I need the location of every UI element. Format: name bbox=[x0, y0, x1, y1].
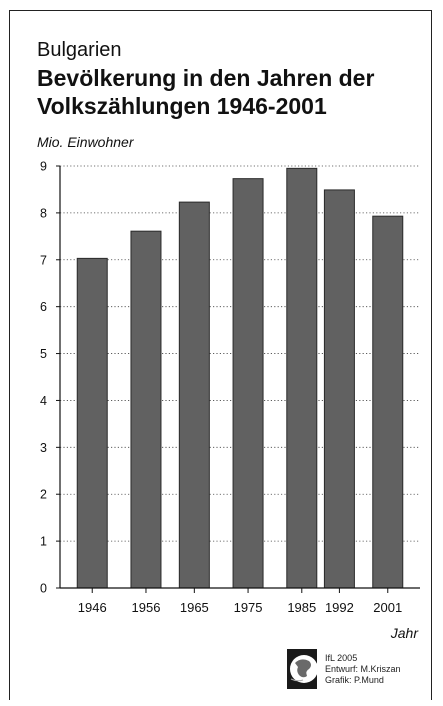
credit-block: IfL 2005 Entwurf: M.Kriszan Grafik: P.Mu… bbox=[287, 649, 401, 689]
x-axis-label: Jahr bbox=[390, 625, 420, 641]
y-tick-label: 6 bbox=[40, 300, 47, 314]
chart-supertitle: Bulgarien bbox=[37, 39, 122, 61]
bar-1965 bbox=[178, 201, 210, 589]
y-tick-label: 0 bbox=[40, 582, 47, 596]
y-tick-label: 8 bbox=[40, 206, 47, 220]
x-tick-label: 2001 bbox=[373, 600, 402, 615]
bar-1985 bbox=[286, 167, 318, 589]
x-tick-label: 1975 bbox=[234, 600, 263, 615]
credit-design: Entwurf: M.Kriszan bbox=[325, 663, 401, 674]
y-tick-label: 1 bbox=[40, 535, 47, 549]
chart-frame bbox=[9, 10, 432, 700]
bar-1992 bbox=[323, 189, 355, 589]
y-tick-label: 5 bbox=[40, 347, 47, 361]
x-tick-labels: 1946 1956 1965 1975 1985 1992 2001 bbox=[78, 600, 402, 615]
globe-logo-icon bbox=[287, 649, 317, 689]
x-tick-label: 1946 bbox=[78, 600, 107, 615]
y-tick-label: 4 bbox=[40, 394, 47, 408]
x-tick-label: 1992 bbox=[325, 600, 354, 615]
bar-1946 bbox=[76, 257, 108, 589]
chart-title: Bevölkerung in den Jahren der Volkszählu… bbox=[37, 65, 375, 119]
bar-1956 bbox=[130, 230, 162, 589]
y-tick-label: 2 bbox=[40, 488, 47, 502]
bars bbox=[76, 167, 404, 589]
bar-2001 bbox=[372, 215, 404, 589]
y-tick-label: 7 bbox=[40, 253, 47, 267]
y-tick-labels: 0 1 2 3 4 5 6 7 8 9 bbox=[40, 160, 47, 596]
x-tick-label: 1956 bbox=[132, 600, 161, 615]
credit-graphic: Grafik: P.Mund bbox=[325, 674, 384, 685]
gridlines bbox=[60, 165, 420, 542]
y-tick-label: 9 bbox=[40, 160, 47, 174]
axes bbox=[56, 165, 420, 593]
y-axis-unit-label: Mio. Einwohner bbox=[37, 134, 134, 150]
x-tick-label: 1965 bbox=[180, 600, 209, 615]
bar-1975 bbox=[232, 178, 264, 589]
y-tick-label: 3 bbox=[40, 441, 47, 455]
x-tick-label: 1985 bbox=[287, 600, 316, 615]
credit-institution: IfL 2005 bbox=[325, 652, 358, 663]
